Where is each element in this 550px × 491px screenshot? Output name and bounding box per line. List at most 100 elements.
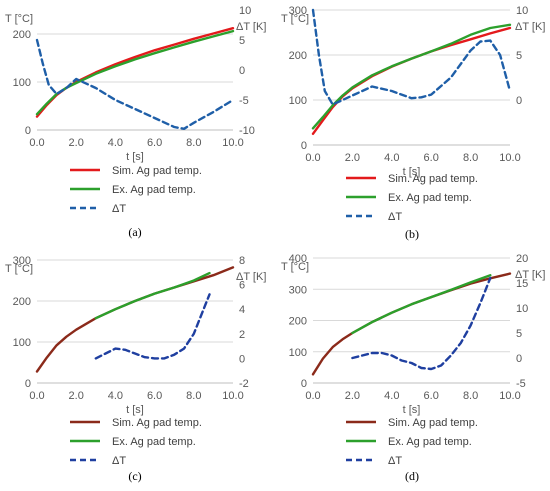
x-tick-label: 10.0 (499, 390, 520, 402)
legend-label-1: Ex. Ag pad temp. (112, 184, 196, 196)
x-tick-label: 2.0 (69, 390, 84, 402)
x-tick-label: 8.0 (186, 390, 201, 402)
y-left-axis-label: T [°C] (5, 263, 33, 275)
x-tick-label: 0.0 (305, 390, 320, 402)
series-line-2 (35, 38, 235, 131)
x-tick-label: 0.0 (29, 390, 44, 402)
legend-label-2: ΔT (112, 455, 126, 467)
y-left-tick-label: 300 (289, 5, 307, 17)
series-line-1 (351, 274, 492, 335)
y-right-tick-label: 0 (516, 95, 522, 107)
y-right-axis-label: ΔT [K] (515, 269, 545, 281)
x-tick-label: 2.0 (345, 390, 360, 402)
y-right-axis-label: ΔT [K] (515, 21, 545, 33)
x-tick-label: 0.0 (305, 152, 320, 164)
y-left-tick-label: 0 (25, 125, 31, 137)
legend-label-0: Sim. Ag pad temp. (112, 417, 202, 429)
series-line-2 (351, 276, 492, 371)
series-line-1 (311, 23, 512, 130)
series-line-0 (35, 27, 235, 118)
legend-label-0: Sim. Ag pad temp. (112, 165, 202, 177)
x-tick-label: 4.0 (384, 152, 399, 164)
y-right-tick-label: -10 (239, 125, 255, 137)
legend-label-0: Sim. Ag pad temp. (388, 417, 478, 429)
panel-caption: (d) (405, 469, 419, 483)
x-tick-label: 10.0 (499, 152, 520, 164)
y-right-tick-label: 10 (239, 5, 251, 17)
x-tick-label: 6.0 (424, 390, 439, 402)
x-tick-label: 6.0 (147, 390, 162, 402)
legend-label-1: Ex. Ag pad temp. (388, 192, 472, 204)
series-line-0 (35, 266, 235, 373)
y-right-tick-label: 20 (516, 253, 528, 265)
y-left-tick-label: 0 (25, 378, 31, 390)
y-left-tick-label: 300 (13, 255, 31, 267)
chart-panel-3: 0 100 200 300 400 -5 0 5 10 15 20 0.0 2.0 4.0 6.0 8.0 10… (281, 253, 545, 483)
x-tick-label: 2.0 (69, 137, 84, 149)
y-left-tick-label: 100 (13, 77, 31, 89)
y-right-tick-label: 0 (516, 353, 522, 365)
y-right-axis-label: ΔT [K] (236, 21, 266, 33)
x-tick-label: 10.0 (222, 390, 243, 402)
y-left-tick-label: 100 (13, 337, 31, 349)
y-left-axis-label: T [°C] (281, 13, 309, 25)
x-tick-label: 2.0 (345, 152, 360, 164)
x-tick-label: 0.0 (29, 137, 44, 149)
y-right-tick-label: 5 (516, 50, 522, 62)
panel-caption: (a) (128, 225, 141, 239)
series-line-1 (94, 271, 211, 320)
y-left-tick-label: 200 (13, 296, 31, 308)
y-right-tick-label: 15 (516, 278, 528, 290)
chart-panel-1: 0 100 200 300 0 5 10 0.0 2.0 4.0 6.0 8.0 10.0 t [s] T … (281, 5, 545, 241)
y-left-tick-label: 300 (289, 284, 307, 296)
y-right-tick-label: 10 (516, 5, 528, 17)
y-left-tick-label: 200 (289, 316, 307, 328)
x-tick-label: 4.0 (108, 390, 123, 402)
x-tick-label: 4.0 (384, 390, 399, 402)
y-left-tick-label: 200 (289, 50, 307, 62)
x-tick-label: 8.0 (463, 390, 478, 402)
y-left-tick-label: 400 (289, 253, 307, 265)
x-axis-label: t [s] (126, 404, 144, 416)
y-right-axis-label: ΔT [K] (236, 271, 266, 283)
y-right-tick-label: 0 (239, 353, 245, 365)
x-tick-label: 8.0 (463, 152, 478, 164)
y-right-tick-label: 5 (516, 328, 522, 340)
legend-label-2: ΔT (388, 211, 402, 223)
x-tick-label: 10.0 (222, 137, 243, 149)
x-tick-label: 4.0 (108, 137, 123, 149)
y-right-tick-label: 0 (239, 65, 245, 77)
series-line-1 (35, 29, 235, 116)
chart-panel-0: 0 100 200 -10 -5 0 5 10 0.0 2.0 4.0 6.0 8.0 10.0 t [s]… (5, 5, 266, 239)
y-left-tick-label: 0 (301, 378, 307, 390)
x-axis-label: t [s] (403, 404, 421, 416)
series-line-2 (94, 293, 211, 360)
panel-caption: (b) (405, 227, 419, 241)
panel-caption: (c) (128, 469, 141, 483)
y-left-axis-label: T [°C] (5, 13, 33, 25)
y-left-axis-label: T [°C] (281, 261, 309, 273)
y-right-tick-label: 6 (239, 280, 245, 292)
legend-label-0: Sim. Ag pad temp. (388, 173, 478, 185)
y-right-tick-label: -5 (516, 378, 526, 390)
y-left-tick-label: 0 (301, 140, 307, 152)
y-right-tick-label: 2 (239, 329, 245, 341)
legend-label-1: Ex. Ag pad temp. (112, 436, 196, 448)
y-right-tick-label: 10 (516, 303, 528, 315)
y-left-tick-label: 100 (289, 95, 307, 107)
y-right-tick-label: 8 (239, 255, 245, 267)
series-line-0 (311, 26, 512, 136)
legend-label-2: ΔT (112, 203, 126, 215)
x-axis-label: t [s] (403, 166, 421, 178)
legend-label-1: Ex. Ag pad temp. (388, 436, 472, 448)
series-line-0 (311, 272, 512, 376)
x-axis-label: t [s] (126, 151, 144, 163)
legend-label-2: ΔT (388, 455, 402, 467)
y-left-tick-label: 200 (13, 29, 31, 41)
y-right-tick-label: -2 (239, 378, 249, 390)
chart-panel-2: 0 100 200 300 -2 0 2 4 6 8 0.0 2.0 4.0 6.0 8.0 10.0 t [s… (5, 255, 266, 483)
x-tick-label: 8.0 (186, 137, 201, 149)
x-tick-label: 6.0 (147, 137, 162, 149)
y-right-tick-label: 4 (239, 304, 245, 316)
